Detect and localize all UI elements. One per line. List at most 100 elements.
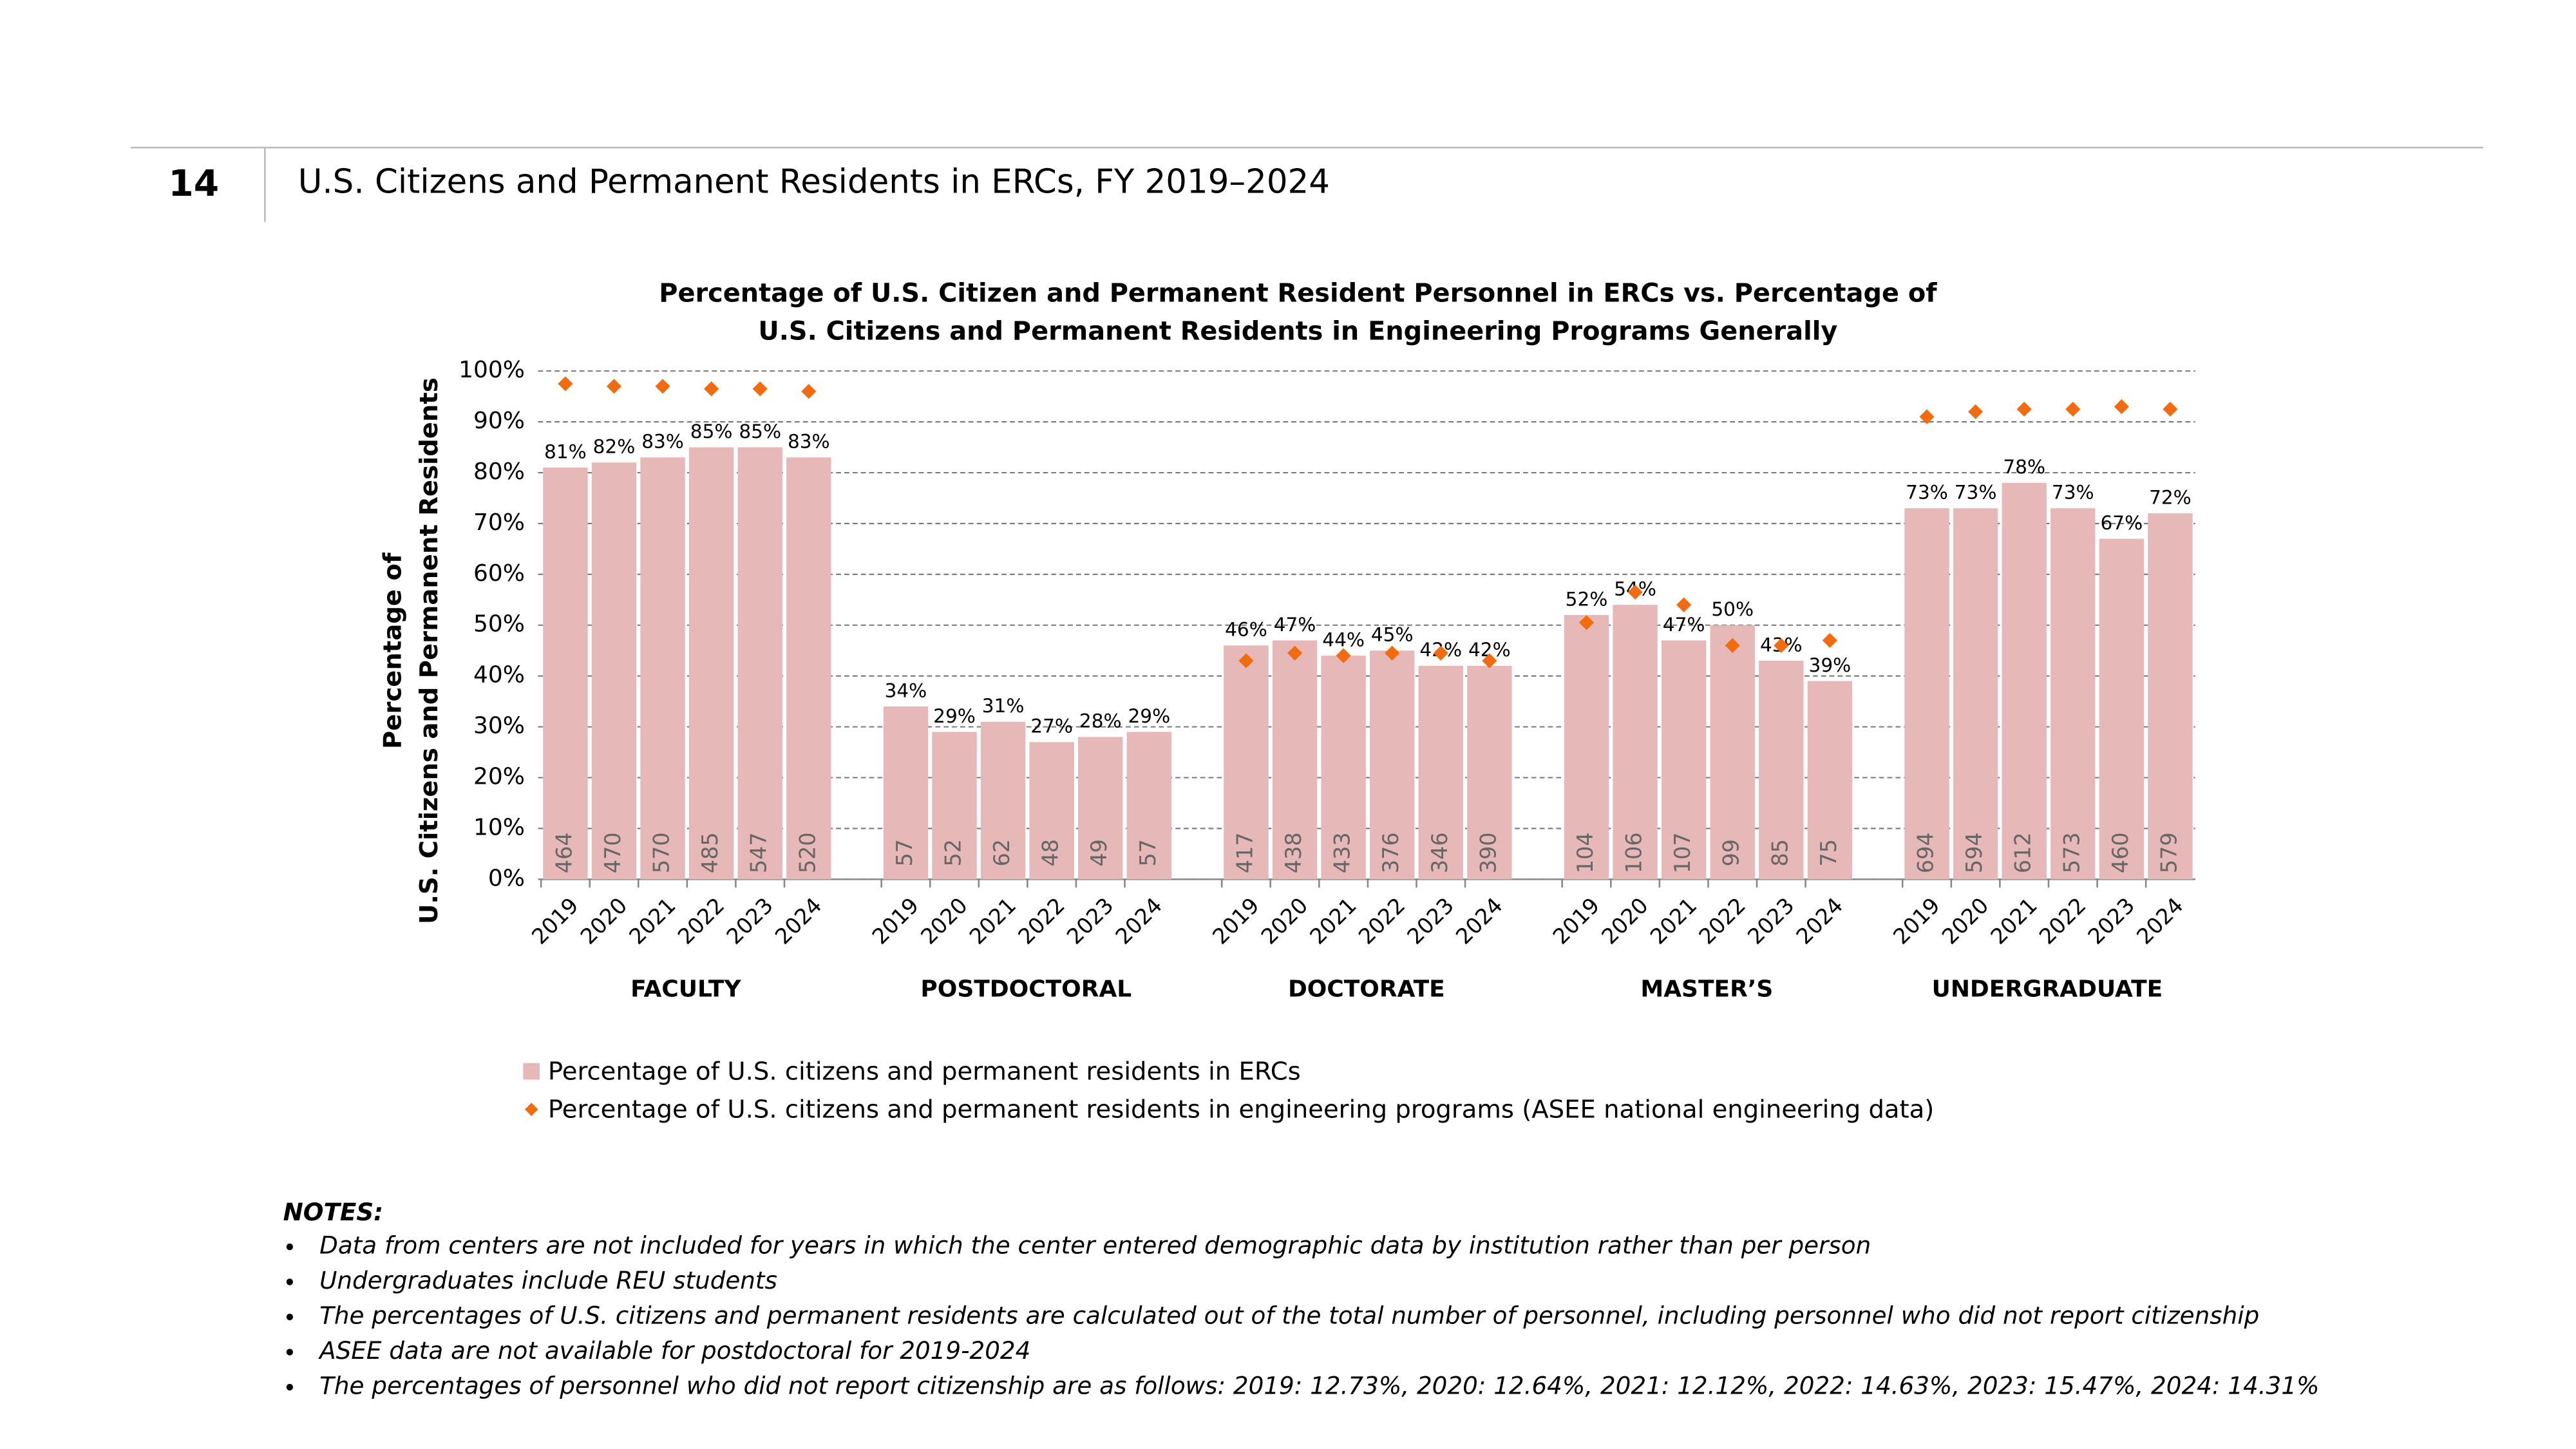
group-label: FACULTY [630,976,741,1003]
asee-marker [2065,401,2081,417]
bar [1369,650,1415,880]
bar [591,462,637,880]
x-tick-label: 2024 [1451,893,1508,949]
x-tick-label: 2020 [916,893,972,949]
bar [1126,732,1172,880]
bar [1224,645,1269,880]
bar-count-label: 390 [1475,832,1501,873]
y-tick-label: 0% [488,865,525,891]
y-tick-label: 80% [473,459,525,485]
x-tick-label: 2020 [576,893,632,949]
x-tick-label: 2023 [1743,893,1799,949]
bar-count-label: 573 [2059,832,2084,873]
bar-count-label: 433 [1330,832,1355,873]
note-item: Undergraduates include REU students [319,1266,777,1294]
bar-count-label: 106 [1622,832,1647,873]
bar [1321,656,1366,880]
bar [1759,661,1804,880]
x-tick-label: 2020 [1937,893,1994,949]
x-tick-label: 2020 [1256,893,1313,949]
bar-value-label: 72% [2149,486,2192,508]
asee-marker [2114,399,2129,414]
bar [1710,625,1755,880]
y-axis-label: Percentage of [378,552,407,749]
bar-count-label: 49 [1086,839,1112,867]
group-label: DOCTORATE [1288,976,1445,1003]
x-tick-label: 2024 [2132,893,2188,949]
x-tick-label: 2019 [1208,893,1264,949]
x-tick-label: 2024 [1110,893,1167,949]
x-tick-label: 2023 [721,893,778,949]
y-tick-label: 90% [473,408,525,434]
y-tick-label: 20% [473,764,525,790]
bar-count-label: 470 [600,832,625,873]
bar [1029,742,1074,880]
asee-marker [1238,653,1254,668]
bar-count-label: 107 [1670,832,1695,873]
chart-title: Percentage of U.S. Citizen and Permanent… [659,278,1937,308]
x-tick-label: 2020 [1596,893,1653,949]
asee-marker [655,379,670,394]
x-tick-label: 2019 [1888,893,1945,949]
group-label: UNDERGRADUATE [1932,976,2163,1003]
note-bullet [286,1243,294,1251]
bar-value-label: 85% [690,421,733,442]
note-item: ASEE data are not available for postdoct… [318,1336,1030,1365]
bar-value-label: 83% [788,431,830,453]
bar [1807,681,1853,880]
asee-marker [558,376,573,392]
asee-marker [2016,401,2032,417]
bar-value-label: 47% [1663,614,1705,636]
note-bullet [286,1278,294,1285]
x-tick-label: 2021 [1305,893,1361,949]
y-tick-label: 100% [459,357,525,383]
y-tick-label: 60% [473,560,525,587]
bar-value-label: 27% [1030,715,1073,737]
bar-value-label: 29% [933,705,976,727]
bar-value-label: 82% [593,436,636,458]
bar [883,706,929,880]
bar-count-label: 547 [746,832,772,873]
bar-value-label: 29% [1128,705,1170,727]
x-tick-label: 2019 [867,893,924,949]
bar [688,447,734,880]
bar [1613,605,1658,880]
bar-value-label: 73% [2052,482,2094,504]
x-tick-label: 2021 [1645,893,1702,949]
y-tick-label: 50% [473,611,525,638]
bar [1272,640,1318,880]
note-bullet [286,1349,294,1356]
bar [980,721,1026,880]
bar [1078,737,1123,880]
chart-title: U.S. Citizens and Permanent Residents in… [758,317,1837,346]
bar-count-label: 104 [1573,832,1598,873]
bar-count-label: 464 [551,832,576,873]
x-tick-label: 2024 [770,893,827,949]
bar-count-label: 460 [2108,832,2133,873]
bar [2148,513,2193,880]
x-tick-label: 2019 [1548,893,1605,949]
bar-value-label: 73% [1955,482,1997,504]
bar-value-label: 34% [885,679,927,701]
bar [543,468,588,880]
bar-value-label: 81% [544,440,587,462]
bar-count-label: 346 [1427,832,1452,873]
legend-label: Percentage of U.S. citizens and permanen… [548,1095,1934,1124]
bar [737,447,782,880]
bar-value-label: 47% [1274,614,1316,636]
legend-swatch [524,1103,538,1116]
x-tick-label: 2022 [673,893,730,949]
x-tick-label: 2023 [1062,893,1119,949]
bar-count-label: 579 [2156,832,2181,873]
bar [2099,538,2145,880]
x-tick-label: 2022 [2034,893,2091,949]
bar [1661,640,1707,880]
bar-value-label: 67% [2101,512,2143,534]
bar-count-label: 694 [1913,832,1938,873]
bar-count-label: 57 [892,839,917,867]
bar [2002,482,2047,880]
bar [1953,508,1998,880]
x-tick-label: 2022 [1354,893,1410,949]
bar-count-label: 612 [2011,832,2036,873]
bar-count-label: 520 [795,832,820,873]
